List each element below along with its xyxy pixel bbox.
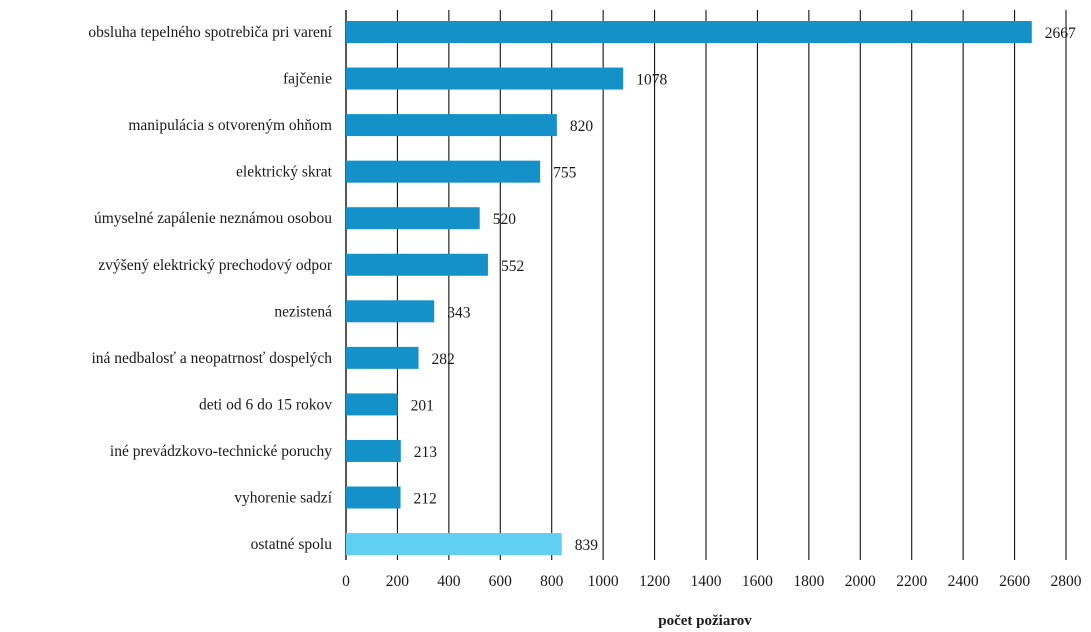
x-tick-label: 2200 [896,573,927,590]
category-label: manipulácia s otvoreným ohňom [128,117,332,134]
value-label: 212 [414,491,437,508]
x-tick-label: 1800 [793,573,824,590]
x-tick-label: 1600 [742,573,773,590]
x-tick-label: 200 [386,573,410,590]
category-label: iná nedbalosť a neopatrnosť dospelých [91,350,332,367]
category-label: obsluha tepelného spotrebiča pri varení [88,24,332,41]
value-label: 520 [493,211,517,228]
x-tick-label: 400 [437,573,461,590]
bar [346,21,1032,43]
category-label: nezistená [274,303,332,320]
category-labels: obsluha tepelného spotrebiča pri varení f… [88,24,332,553]
bar [346,393,398,416]
category-label: elektrický skrat [236,164,333,181]
x-tick-label: 2000 [845,573,876,590]
x-tick-label: 600 [489,573,513,590]
value-label: 552 [501,258,524,275]
x-tick-labels: 0 200 400 600 800 1000 1200 1400 1600 1800 2000 220… [342,573,1082,590]
x-tick-label: 0 [342,573,350,590]
value-label: 201 [411,397,434,414]
value-label: 2667 [1045,25,1076,42]
category-label: deti od 6 do 15 rokov [199,396,332,413]
category-label: úmyselné zapálenie neznámou osobou [94,210,332,227]
category-label: zvýšený elektrický prechodový odpor [98,257,333,274]
bar [346,486,401,509]
value-label: 755 [553,165,577,182]
value-label: 1078 [636,72,667,89]
value-label: 839 [575,537,599,554]
x-axis-title: počet požiarov [658,613,752,629]
bar [346,207,480,230]
category-label: vyhorenie sadzí [234,490,332,507]
x-tick-label: 800 [540,573,564,590]
value-label: 282 [432,351,455,368]
x-tick-label: 2400 [948,573,979,590]
bar [346,114,557,137]
category-label: fajčenie [283,71,332,88]
bar [346,300,435,323]
value-label: 343 [447,304,471,321]
value-label: 213 [414,444,438,461]
bar [346,439,401,462]
bar [346,533,562,556]
x-tick-label: 2800 [1051,573,1082,590]
bar [346,160,541,183]
value-label: 820 [570,118,594,135]
bar [346,346,419,369]
x-tick-label: 1000 [588,573,619,590]
bars [346,21,1032,556]
gridlines [345,10,1067,560]
value-labels: 2667 1078 820 755 520 552 343 282 201 213 212 839 [411,25,1076,554]
x-tick-label: 2600 [999,573,1030,590]
category-label: iné prevádzkovo-technické poruchy [110,443,332,460]
category-label: ostatné spolu [251,536,333,553]
x-tick-label: 1200 [639,573,670,590]
bar [346,253,488,276]
bar [346,67,624,90]
x-tick-label: 1400 [691,573,722,590]
